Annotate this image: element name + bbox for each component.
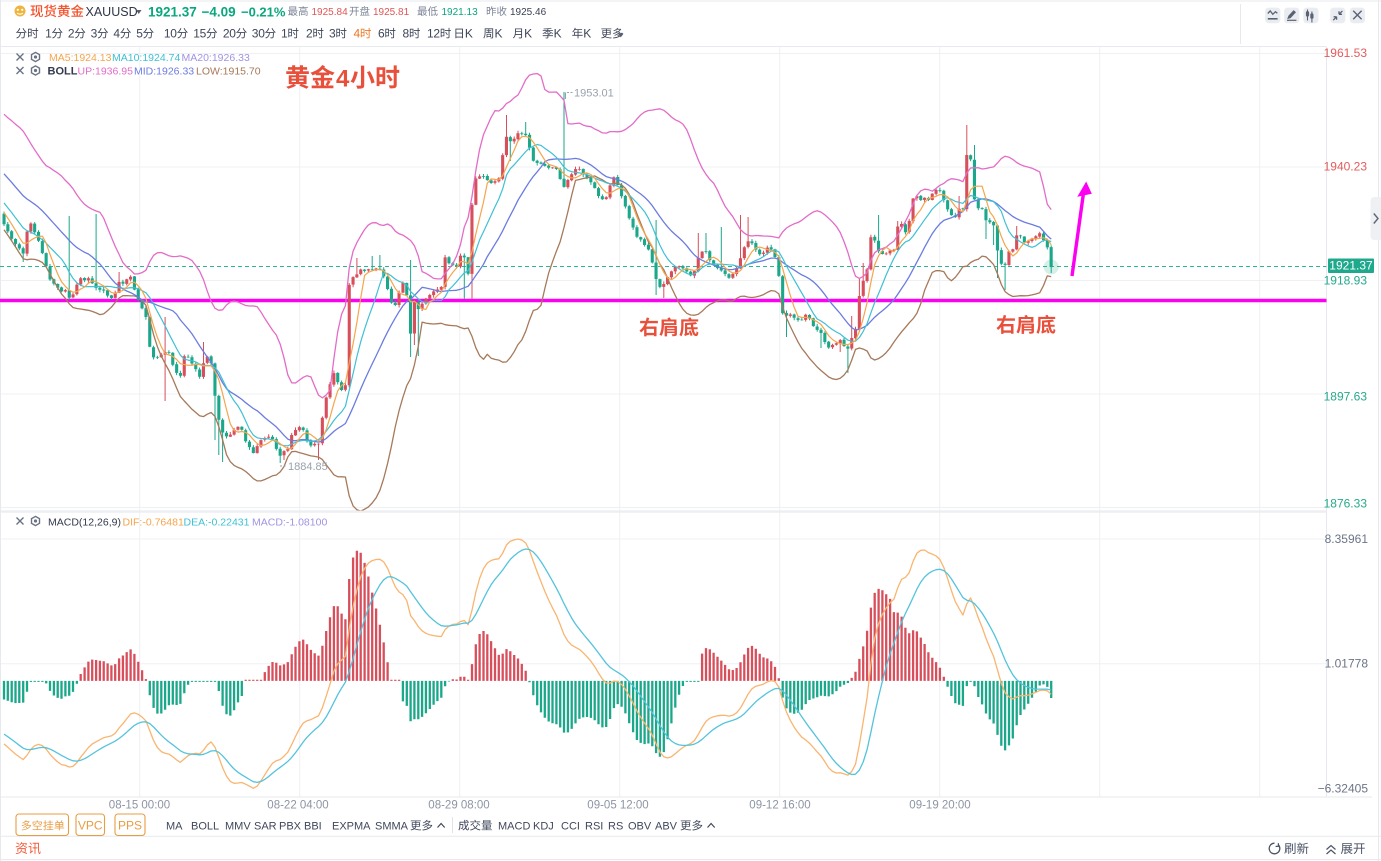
svg-text:−6.32405: −6.32405 [1318, 782, 1369, 796]
svg-text:MID:1926.33: MID:1926.33 [134, 66, 194, 78]
svg-text:5: 5 [200, 27, 207, 41]
svg-text:MA: MA [166, 821, 183, 833]
svg-text:1: 1 [427, 27, 434, 41]
svg-text:MACD(12,26,9): MACD(12,26,9) [48, 517, 121, 529]
svg-text:5: 5 [136, 27, 143, 41]
svg-text:0: 0 [170, 27, 177, 41]
svg-text:08-15 00:00: 08-15 00:00 [109, 800, 170, 812]
svg-text:1897.63: 1897.63 [1324, 390, 1368, 404]
svg-text:1953.01: 1953.01 [574, 88, 614, 100]
svg-text:3: 3 [252, 27, 259, 41]
svg-text:09-19 20:00: 09-19 20:00 [909, 800, 970, 812]
svg-text:3: 3 [329, 27, 336, 41]
svg-text:4: 4 [113, 27, 120, 41]
svg-text:1961.53: 1961.53 [1324, 46, 1368, 60]
svg-text:PBX: PBX [279, 821, 302, 833]
svg-text:OBV: OBV [628, 821, 652, 833]
svg-text:MACD: MACD [498, 821, 530, 833]
svg-text:08-22 04:00: 08-22 04:00 [267, 800, 328, 812]
svg-text:K: K [583, 27, 591, 41]
svg-text:−4.09: −4.09 [202, 5, 236, 20]
svg-text:09-12 16:00: 09-12 16:00 [749, 800, 810, 812]
svg-text:RS: RS [608, 821, 623, 833]
svg-text:MA5:1924.13: MA5:1924.13 [49, 52, 112, 64]
svg-text:XAUUSD: XAUUSD [86, 5, 138, 19]
svg-text:1: 1 [193, 27, 200, 41]
svg-text:RSI: RSI [585, 821, 603, 833]
svg-text:1925.46: 1925.46 [510, 7, 547, 18]
svg-text:SMMA: SMMA [375, 821, 409, 833]
svg-text:1940.23: 1940.23 [1324, 160, 1368, 174]
svg-text:2: 2 [433, 27, 440, 41]
svg-text:K: K [495, 27, 503, 41]
svg-text:1921.37: 1921.37 [1329, 259, 1373, 273]
svg-text:0: 0 [258, 27, 265, 41]
svg-text:MACD:-1.08100: MACD:-1.08100 [252, 517, 327, 529]
svg-text:DEA:-0.22431: DEA:-0.22431 [184, 517, 250, 529]
svg-text:1.01778: 1.01778 [1325, 657, 1369, 671]
svg-text:2: 2 [223, 27, 230, 41]
svg-text:1: 1 [164, 27, 171, 41]
svg-text:KDJ: KDJ [533, 821, 554, 833]
svg-text:SAR: SAR [254, 821, 277, 833]
svg-text:4: 4 [336, 66, 350, 93]
svg-text:MA10:1924.74: MA10:1924.74 [112, 52, 180, 64]
svg-text:1876.33: 1876.33 [1324, 497, 1368, 511]
svg-text:VPC: VPC [78, 819, 103, 833]
svg-text:LOW:1915.70: LOW:1915.70 [196, 66, 261, 78]
svg-text:0: 0 [229, 27, 236, 41]
svg-text:DIF:-0.76481: DIF:-0.76481 [123, 517, 184, 529]
svg-text:1925.81: 1925.81 [373, 7, 410, 18]
svg-text:1921.13: 1921.13 [442, 7, 479, 18]
svg-text:8.35961: 8.35961 [1325, 532, 1369, 546]
svg-text:ABV: ABV [655, 821, 678, 833]
svg-text:MA20:1926.33: MA20:1926.33 [182, 52, 250, 64]
svg-text:BBI: BBI [304, 821, 322, 833]
svg-text:1918.93: 1918.93 [1324, 274, 1368, 288]
svg-text:2: 2 [68, 27, 75, 41]
svg-text:K: K [465, 27, 473, 41]
svg-text:MMV: MMV [225, 821, 251, 833]
svg-text:09-05 12:00: 09-05 12:00 [587, 800, 648, 812]
svg-text:UP:1936.95: UP:1936.95 [78, 66, 134, 78]
svg-text:8: 8 [403, 27, 410, 41]
svg-text:1921.37: 1921.37 [148, 5, 197, 20]
svg-text:6: 6 [378, 27, 385, 41]
svg-text:EXPMA: EXPMA [332, 821, 371, 833]
svg-text:1925.84: 1925.84 [312, 7, 349, 18]
svg-text:4: 4 [354, 27, 361, 41]
svg-text:1: 1 [281, 27, 288, 41]
svg-text:1: 1 [45, 27, 52, 41]
svg-text:3: 3 [91, 27, 98, 41]
svg-text:08-29 08:00: 08-29 08:00 [428, 800, 489, 812]
svg-text:1884.85: 1884.85 [288, 461, 328, 473]
svg-text:BOLL: BOLL [48, 66, 78, 78]
svg-text:CCI: CCI [561, 821, 580, 833]
svg-text:K: K [554, 27, 562, 41]
svg-text:BOLL: BOLL [191, 821, 219, 833]
svg-text:2: 2 [306, 27, 313, 41]
svg-text:PPS: PPS [118, 819, 142, 833]
svg-text:−0.21%: −0.21% [241, 5, 286, 20]
svg-text:K: K [524, 27, 532, 41]
